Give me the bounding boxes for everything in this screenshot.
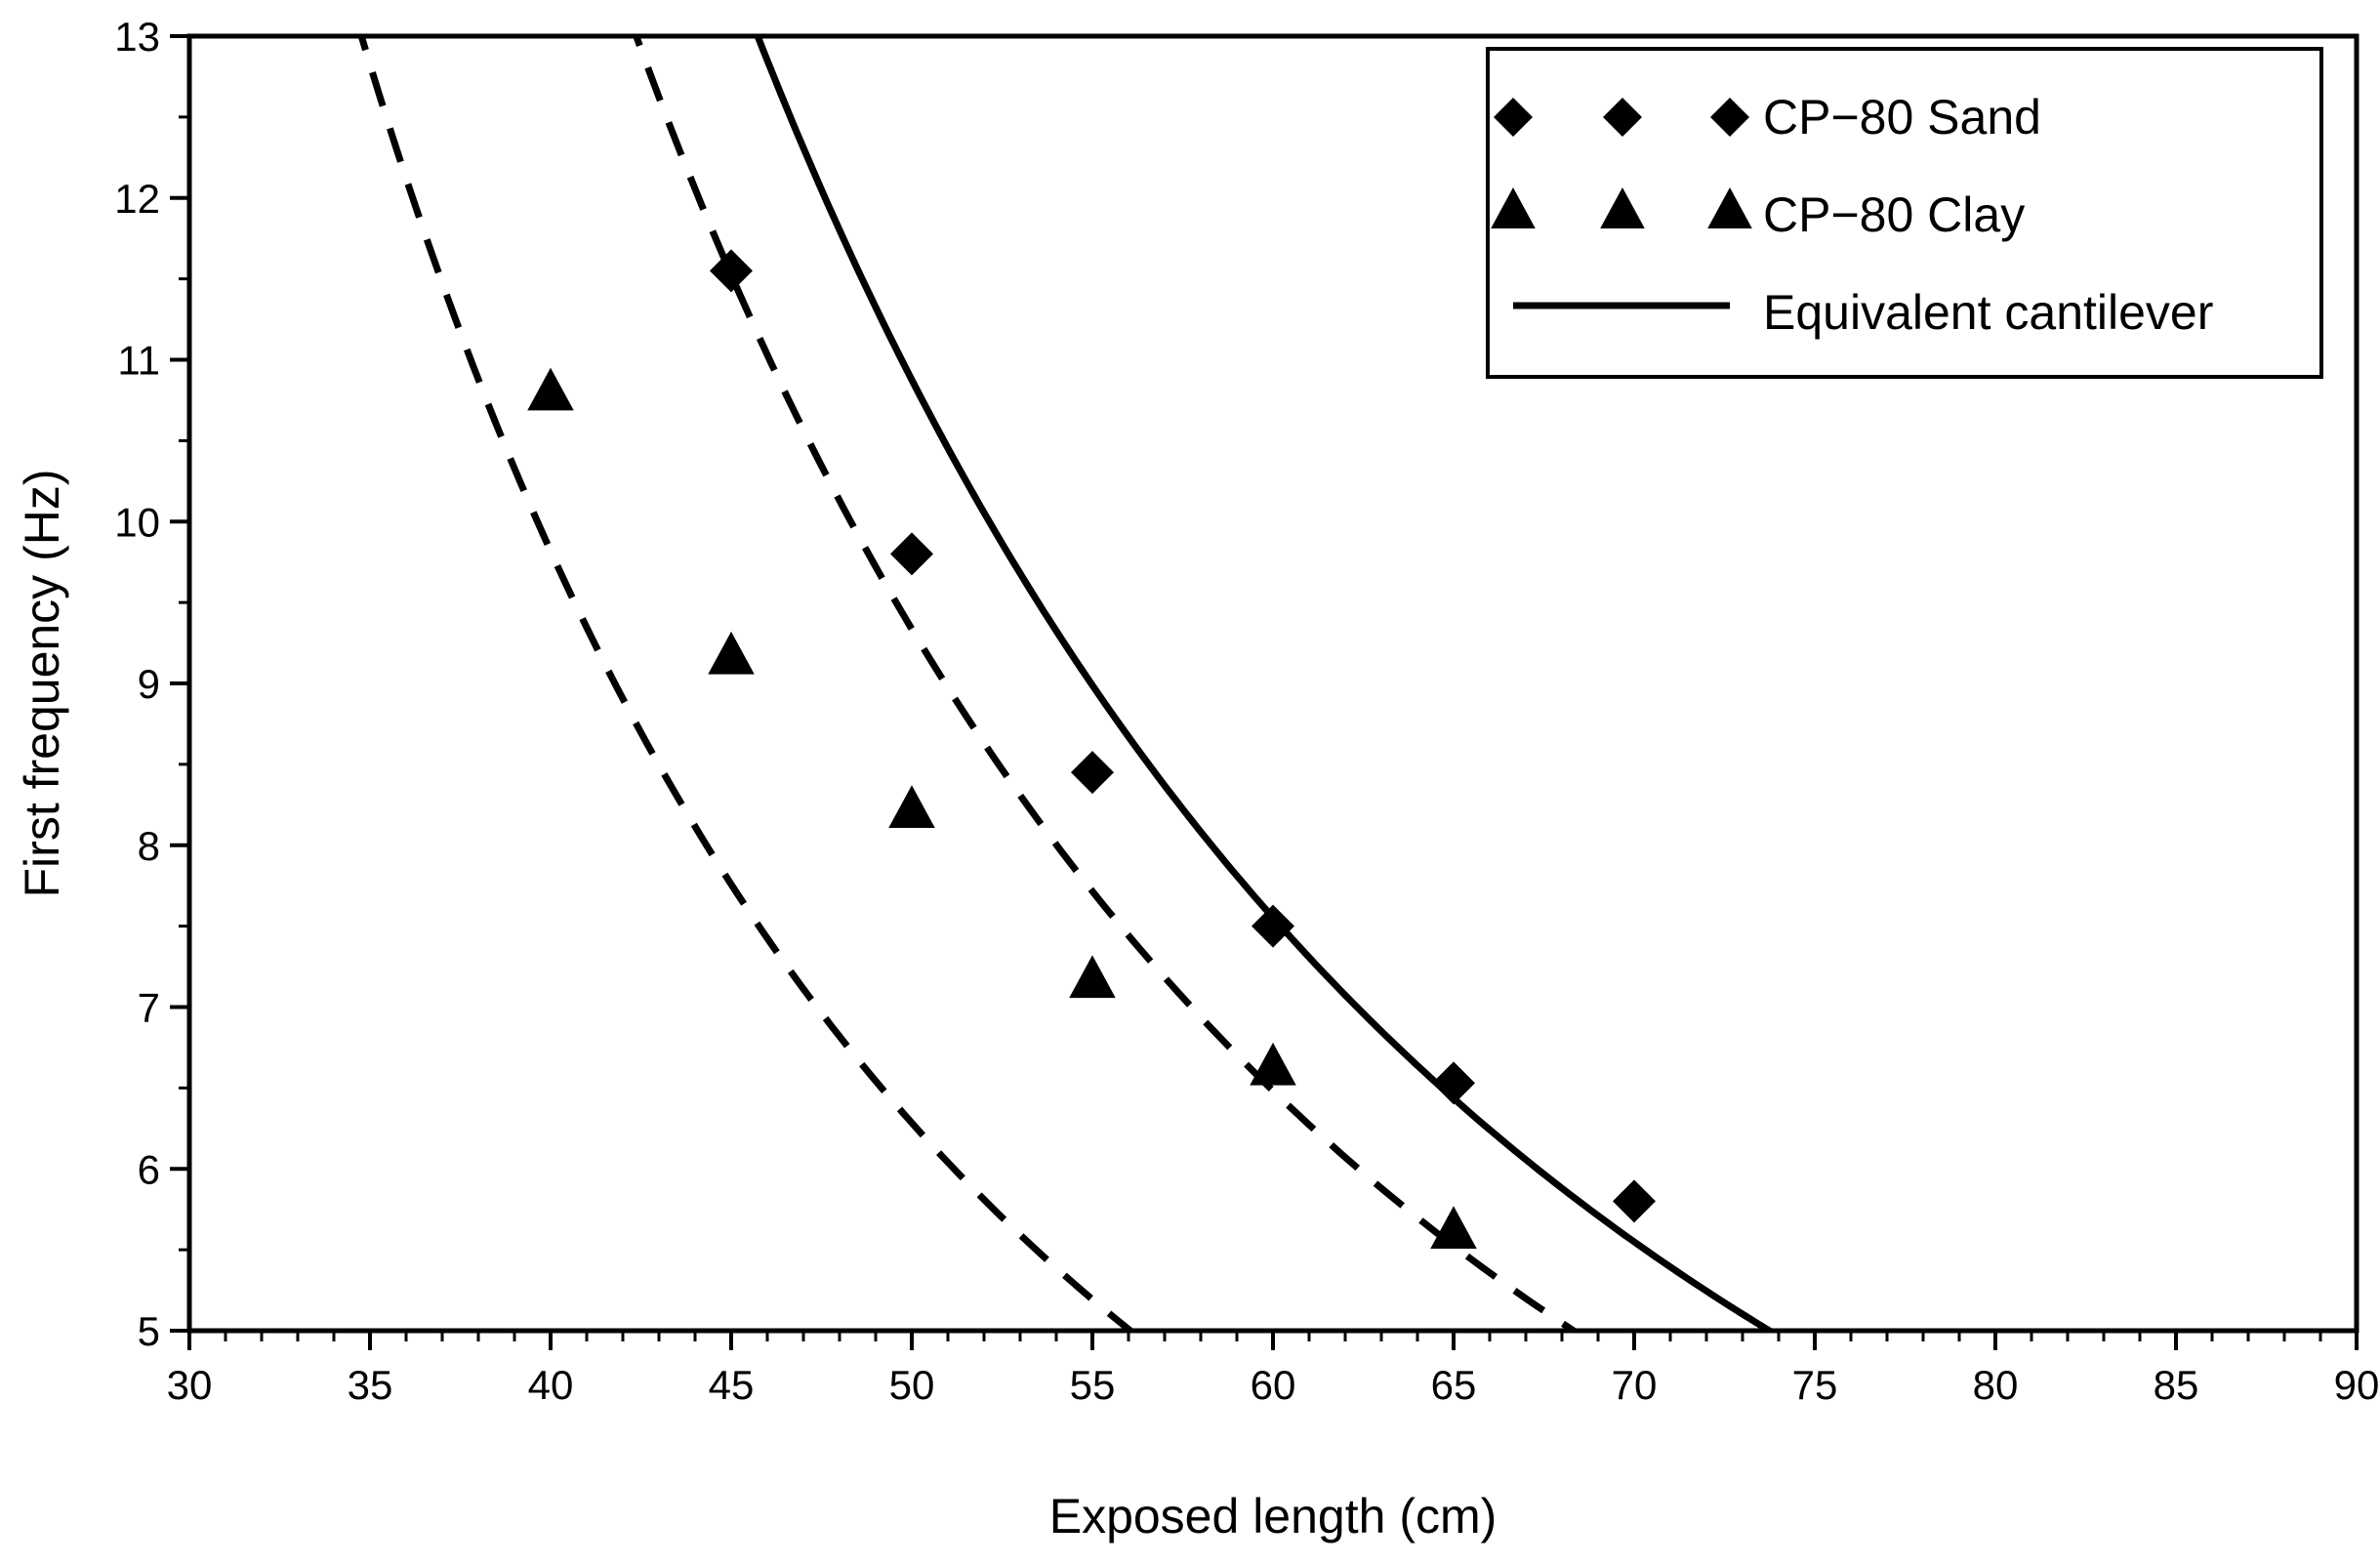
data-point-cp-80-sand <box>1613 1179 1656 1223</box>
legend: CP−80 Sand CP−80 Clay Equivalent cantile… <box>1486 47 2323 379</box>
data-point-cp-80-clay <box>708 631 755 675</box>
x-tick-label-55: 55 <box>1070 1362 1116 1408</box>
fit-curve-cp-80-sand <box>632 34 1583 1333</box>
data-point-cp-80-clay <box>888 785 935 829</box>
fit-curve-cp-80-clay <box>356 34 1139 1333</box>
y-tick-label-11: 11 <box>117 338 160 384</box>
line-equivalent-cantilever <box>754 34 1780 1333</box>
data-point-cp-80-sand <box>890 532 933 576</box>
x-tick-label-65: 65 <box>1431 1362 1477 1408</box>
series-layer <box>356 34 1780 1333</box>
legend-marker-sand <box>1603 98 1642 137</box>
legend-label-clay: CP−80 Clay <box>1763 187 2025 242</box>
y-axis-title: First frequency (Hz) <box>15 470 69 898</box>
x-tick-label-50: 50 <box>889 1362 935 1408</box>
legend-marker-sand <box>1494 98 1533 137</box>
x-tick-label-45: 45 <box>709 1362 755 1408</box>
legend-marker-clay <box>1491 187 1536 228</box>
y-tick-label-5: 5 <box>138 1308 160 1354</box>
legend-label-sand: CP−80 Sand <box>1763 90 2041 144</box>
y-tick-label-6: 6 <box>138 1146 160 1192</box>
data-point-cp-80-clay <box>1430 1206 1477 1249</box>
data-point-cp-80-sand <box>1432 1061 1475 1105</box>
x-tick-label-85: 85 <box>2154 1362 2199 1408</box>
data-point-cp-80-sand <box>710 249 753 293</box>
y-tick-label-12: 12 <box>114 176 160 222</box>
data-point-cp-80-clay <box>1069 955 1116 999</box>
x-tick-label-40: 40 <box>528 1362 574 1408</box>
x-tick-label-60: 60 <box>1251 1362 1296 1408</box>
legend-marker-clay <box>1600 187 1645 228</box>
y-tick-label-9: 9 <box>138 661 160 707</box>
legend-label-cantilever: Equivalent cantilever <box>1763 285 2213 340</box>
marker-layer <box>527 249 1656 1249</box>
legend-marker-sand <box>1710 98 1749 137</box>
data-point-cp-80-clay <box>1250 1042 1296 1086</box>
x-axis-title: Exposed length (cm) <box>1049 1489 1498 1544</box>
legend-symbols <box>1491 98 1752 309</box>
data-point-cp-80-clay <box>527 367 574 411</box>
y-tick-label-13: 13 <box>114 14 160 60</box>
x-tick-label-35: 35 <box>348 1362 393 1408</box>
x-tick-label-75: 75 <box>1792 1362 1838 1408</box>
x-tick-label-70: 70 <box>1612 1362 1658 1408</box>
x-tick-label-30: 30 <box>167 1362 213 1408</box>
y-tick-label-7: 7 <box>138 985 160 1031</box>
x-tick-label-90: 90 <box>2334 1362 2380 1408</box>
legend-marker-clay <box>1707 187 1752 228</box>
axes-layer: 30 35 40 45 50 55 60 65 70 75 80 85 90 5 6 7 8 9 10 11 12 13 <box>114 14 2379 1408</box>
y-tick-label-8: 8 <box>138 823 160 869</box>
x-tick-label-80: 80 <box>1973 1362 2019 1408</box>
y-tick-label-10: 10 <box>114 499 160 545</box>
data-point-cp-80-sand <box>1252 904 1294 948</box>
data-point-cp-80-sand <box>1071 751 1114 795</box>
